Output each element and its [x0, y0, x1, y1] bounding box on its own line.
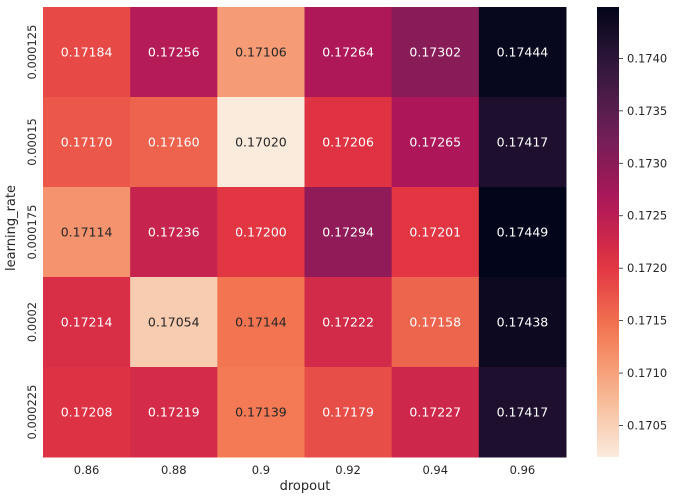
y-axis-ticks: 0.000125 0.00015 0.000175 0.0002 0.000225: [25, 25, 39, 440]
heatmap-cell: [130, 97, 218, 188]
x-tick-label: 0.86: [74, 463, 100, 477]
heatmap-cell: [43, 187, 131, 278]
colorbar-tick-label: 0.1720: [627, 261, 667, 275]
heatmap-cell-label: 0.17170: [61, 135, 113, 150]
heatmap-cell-label: 0.17208: [61, 405, 113, 420]
heatmap-cell: [43, 7, 131, 98]
heatmap-cell: [304, 367, 393, 458]
heatmap-cell-label: 0.17236: [148, 225, 200, 240]
heatmap-cell: [391, 277, 480, 368]
heatmap-cell: [391, 367, 480, 458]
y-tick-label: 0.000125: [25, 25, 39, 80]
heatmap-cell: [43, 97, 131, 188]
colorbar-tick-label: 0.1715: [627, 314, 667, 328]
heatmap-cell-label: 0.17444: [497, 45, 549, 60]
heatmap-cells: [43, 7, 567, 458]
heatmap-cell: [217, 97, 305, 188]
x-tick-label: 0.96: [510, 463, 536, 477]
heatmap-cell-label: 0.17227: [409, 405, 461, 420]
y-tick-label: 0.0002: [25, 302, 39, 342]
heatmap-cell: [43, 277, 131, 368]
heatmap-cell: [130, 277, 218, 368]
heatmap-cell: [391, 187, 480, 278]
heatmap-cell-label: 0.17449: [497, 225, 549, 240]
heatmap-cell-label: 0.17184: [61, 45, 113, 60]
y-tick-label: 0.000175: [25, 205, 39, 260]
heatmap-cell: [217, 277, 305, 368]
heatmap-cell-label: 0.17294: [322, 225, 374, 240]
heatmap-cell-label: 0.17417: [497, 405, 549, 420]
x-tick-label: 0.94: [422, 463, 448, 477]
heatmap-cell: [43, 367, 131, 458]
heatmap-cell-labels: 0.17184 0.17256 0.17106 0.17264 0.17302 0.174…: [61, 45, 549, 420]
heatmap-cell-label: 0.17302: [409, 45, 461, 60]
heatmap-cell: [130, 187, 218, 278]
heatmap-cell-label: 0.17144: [235, 315, 287, 330]
heatmap-cell-label: 0.17256: [148, 45, 200, 60]
heatmap-cell-label: 0.17222: [322, 315, 374, 330]
heatmap-cell: [304, 97, 393, 188]
heatmap-cell-label: 0.17160: [148, 135, 200, 150]
heatmap-cell: [478, 187, 567, 278]
colorbar-ticks: 0.1705 0.1710 0.1715 0.1720 0.1725 0.1730 0.17…: [619, 51, 667, 433]
heatmap-cell-label: 0.17106: [235, 45, 287, 60]
heatmap-cell: [391, 7, 480, 98]
heatmap-cell: [130, 7, 218, 98]
x-tick-label: 0.92: [335, 463, 361, 477]
heatmap-cell-label: 0.17201: [409, 225, 461, 240]
y-axis-label: learning_rate: [4, 185, 19, 271]
heatmap-cell-label: 0.17264: [322, 45, 374, 60]
heatmap-cell-label: 0.17158: [409, 315, 461, 330]
heatmap-cell: [304, 277, 393, 368]
heatmap-cell-label: 0.17020: [235, 135, 287, 150]
heatmap-cell: [217, 187, 305, 278]
heatmap-cell-label: 0.17206: [322, 135, 374, 150]
heatmap-cell-label: 0.17054: [148, 315, 200, 330]
heatmap-cell-label: 0.17265: [409, 135, 461, 150]
heatmap-cell: [478, 7, 567, 98]
heatmap-cell-label: 0.17438: [497, 315, 549, 330]
heatmap-cell: [130, 367, 218, 458]
heatmap-cell-label: 0.17219: [148, 405, 200, 420]
heatmap-cell: [391, 97, 480, 188]
heatmap-cell: [304, 187, 393, 278]
heatmap-cell-label: 0.17179: [322, 405, 374, 420]
colorbar-tick-label: 0.1725: [627, 209, 667, 223]
heatmap-cell: [217, 367, 305, 458]
heatmap-cell: [478, 97, 567, 188]
heatmap-cell-label: 0.17114: [61, 225, 113, 240]
y-tick-label: 0.00015: [25, 118, 39, 166]
x-tick-label: 0.9: [252, 463, 270, 477]
heatmap-cell-label: 0.17214: [61, 315, 113, 330]
x-axis-ticks: 0.86 0.88 0.9 0.92 0.94 0.96: [74, 463, 535, 477]
colorbar-tick-label: 0.1735: [627, 104, 667, 118]
colorbar: [597, 7, 619, 457]
y-tick-label: 0.000225: [25, 385, 39, 440]
x-axis-label: dropout: [280, 479, 331, 494]
colorbar-tick-label: 0.1740: [627, 51, 667, 65]
heatmap-cell: [478, 367, 567, 458]
colorbar-tick-label: 0.1730: [627, 156, 667, 170]
x-tick-label: 0.88: [161, 463, 187, 477]
colorbar-tick-label: 0.1710: [627, 366, 667, 380]
heatmap-cell: [478, 277, 567, 368]
heatmap-cell-label: 0.17417: [497, 135, 549, 150]
heatmap-cell: [304, 7, 393, 98]
colorbar-tick-label: 0.1705: [627, 419, 667, 433]
heatmap-cell: [217, 7, 305, 98]
heatmap-cell-label: 0.17200: [235, 225, 287, 240]
heatmap-cell-label: 0.17139: [235, 405, 287, 420]
